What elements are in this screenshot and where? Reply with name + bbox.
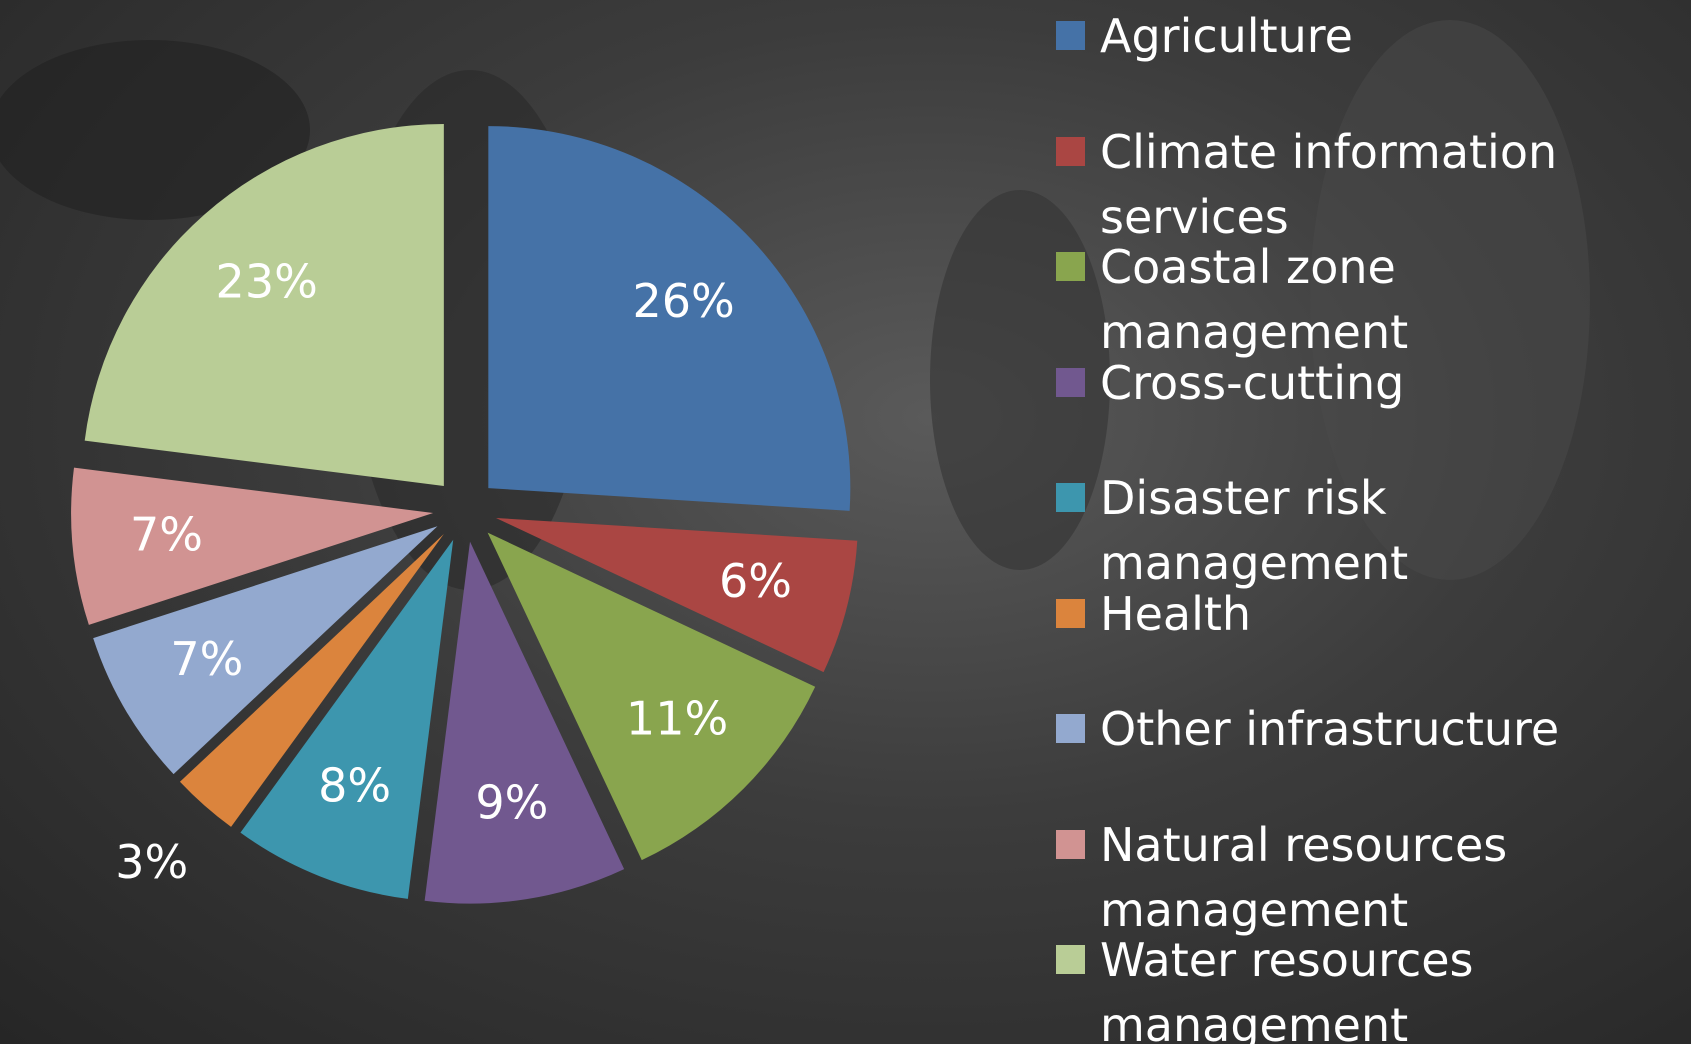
legend-swatch [1056,829,1085,859]
legend-swatch [1056,598,1085,628]
legend-item: Natural resources management [1056,813,1686,943]
pie-slice [487,532,816,861]
legend-label: Natural resources management [1100,817,1508,937]
legend-swatch [1056,252,1085,281]
pie-slice [84,123,444,486]
data-label: 11% [626,692,728,746]
legend-label: Agriculture [1100,9,1353,63]
leaf-shadow [1310,20,1590,580]
data-label: 3% [115,835,188,889]
data-label: 6% [719,554,792,608]
legend-swatch [1056,21,1085,50]
legend-item: Climate information services [1056,120,1686,250]
pie-slice [424,541,625,904]
data-label: 9% [475,776,548,830]
legend-item: Health [1056,582,1686,647]
pie-slice [71,467,434,625]
data-label: 26% [632,274,734,328]
data-label: 23% [216,255,318,309]
data-label: 8% [318,758,391,812]
data-label: 7% [170,632,243,686]
legend-label: Other infrastructure [1100,702,1560,756]
legend-item: Agriculture [1056,4,1686,69]
legend-item: Cross-cutting [1056,351,1686,416]
legend-label: Coastal zone management [1100,240,1409,359]
pie-slice [488,126,851,511]
pie-slice [240,539,454,899]
legend-swatch [1056,945,1085,974]
pie-slice [495,517,858,673]
legend-item: Other infrastructure [1056,697,1686,762]
legend-swatch [1056,367,1085,397]
legend-label: Cross-cutting [1100,355,1405,410]
data-label: 7% [130,508,203,562]
pie-slice [93,526,438,775]
legend-item: Disaster risk management [1056,466,1686,596]
legend-label: Disaster risk management [1100,471,1409,590]
legend-item: Coastal zone management [1056,235,1686,365]
legend-label: Water resources management [1100,933,1474,1044]
pie-slice [179,534,444,827]
legend-item: Water resources management [1056,928,1686,1044]
legend-swatch [1056,483,1085,512]
legend-label: Climate information services [1100,124,1558,244]
legend-swatch [1056,714,1085,743]
leaf-shadow [930,190,1110,570]
leaf-shadow [0,40,310,220]
legend-swatch [1056,136,1085,166]
legend-label: Health [1100,586,1252,641]
